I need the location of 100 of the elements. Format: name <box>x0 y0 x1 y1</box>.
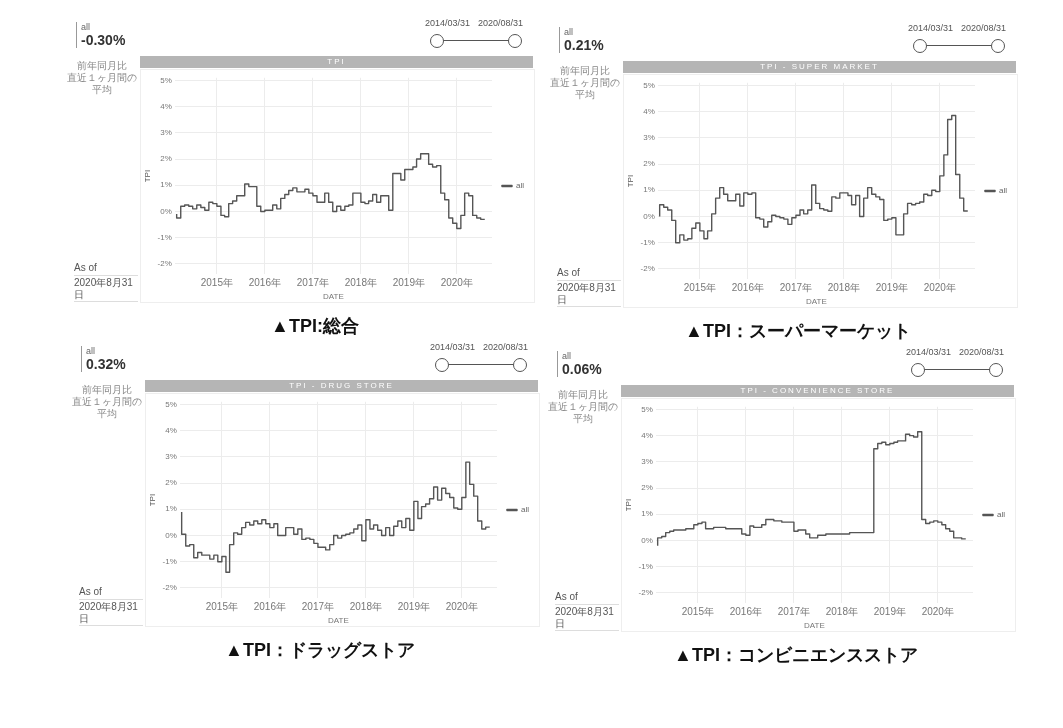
text: 直近１ヶ月間の平均 <box>66 72 138 96</box>
text: 2020/08/31 <box>478 18 524 28</box>
x-tick-label: 2016年 <box>253 601 286 613</box>
text: 2020/08/31 <box>483 342 529 352</box>
x-tick-label: 2016年 <box>729 606 762 618</box>
x-tick-label: 2016年 <box>248 277 281 289</box>
x-tick-label: 2015年 <box>683 282 716 294</box>
y-tick-label: 5% <box>165 399 177 409</box>
y-tick-label: 5% <box>643 80 655 90</box>
legend-label: all <box>516 181 525 191</box>
y-tick-label: 5% <box>160 75 172 85</box>
text: As of <box>79 586 103 597</box>
y-tick-label: 2% <box>641 483 653 493</box>
chart-title: TPI - DRUG STORE <box>145 380 538 392</box>
x-tick-label: 2016年 <box>731 282 764 294</box>
y-tick-label: 2% <box>643 159 655 169</box>
legend-label: all <box>999 186 1008 196</box>
text: 前年同月比 <box>559 65 611 77</box>
chart-title: TPI - SUPER MARKET <box>623 61 1016 73</box>
text: 前年同月比 <box>81 384 133 396</box>
x-tick-label: 2015年 <box>205 601 238 613</box>
x-tick-label: 2019年 <box>873 606 906 618</box>
y-tick-label: 0% <box>165 530 177 540</box>
x-axis-title: DATE <box>806 297 827 307</box>
y-tick-label: 3% <box>160 128 172 138</box>
x-tick-label: 2020年 <box>923 282 956 294</box>
text: 前年同月比 <box>557 389 609 401</box>
y-tick-label: -1% <box>157 232 172 242</box>
x-axis-title: DATE <box>323 292 344 302</box>
x-tick-label: 2018年 <box>827 282 860 294</box>
x-tick-label: 2018年 <box>349 601 382 613</box>
text: As of <box>555 591 579 602</box>
chart-title: TPI - CONVENIENCE STORE <box>621 385 1014 397</box>
y-tick-label: 1% <box>643 185 655 195</box>
y-tick-label: 5% <box>641 404 653 414</box>
x-tick-label: 2018年 <box>825 606 858 618</box>
x-tick-label: 2019年 <box>392 277 425 289</box>
text: 直近１ヶ月間の平均 <box>71 396 143 420</box>
x-axis-title: DATE <box>804 621 825 631</box>
x-tick-label: 2018年 <box>344 277 377 289</box>
text: all <box>562 351 572 361</box>
text: 2020/08/31 <box>959 347 1005 357</box>
y-axis-title: TPI <box>624 498 633 512</box>
y-tick-label: -1% <box>638 561 653 571</box>
text: As of <box>74 262 98 273</box>
x-tick-label: 2020年 <box>440 277 473 289</box>
x-tick-label: 2015年 <box>200 277 233 289</box>
x-tick-label: 2017年 <box>301 601 335 613</box>
chart-title: TPI <box>140 56 533 68</box>
y-tick-label: 3% <box>641 457 653 467</box>
y-tick-label: 2% <box>160 154 172 164</box>
x-tick-label: 2017年 <box>777 606 811 618</box>
y-tick-label: 0% <box>641 535 653 545</box>
x-tick-label: 2019年 <box>875 282 908 294</box>
text: ▲TPI：ドラッグストア <box>224 639 416 662</box>
y-tick-label: 2% <box>165 478 177 488</box>
y-tick-label: 4% <box>641 430 653 440</box>
y-tick-label: -2% <box>157 259 172 269</box>
text: 直近１ヶ月間の平均 <box>549 77 621 101</box>
x-tick-label: 2020年 <box>921 606 954 618</box>
y-tick-label: 1% <box>160 180 172 190</box>
y-tick-label: -2% <box>638 588 653 598</box>
y-tick-label: 0% <box>643 211 655 221</box>
x-tick-label: 2017年 <box>296 277 330 289</box>
text: all <box>86 346 96 356</box>
y-tick-label: 1% <box>641 509 653 519</box>
text: 0.21% <box>564 37 604 53</box>
y-tick-label: -1% <box>162 556 177 566</box>
x-tick-label: 2019年 <box>397 601 430 613</box>
y-tick-label: -1% <box>640 237 655 247</box>
legend-label: all <box>521 505 530 515</box>
text: -0.30% <box>81 32 126 48</box>
y-tick-label: 1% <box>165 504 177 514</box>
text: As of <box>557 267 581 278</box>
y-tick-label: -2% <box>640 264 655 274</box>
y-tick-label: -2% <box>162 583 177 593</box>
y-tick-label: 4% <box>165 425 177 435</box>
text: 0.32% <box>86 356 126 372</box>
y-tick-label: 3% <box>643 133 655 143</box>
x-tick-label: 2017年 <box>779 282 813 294</box>
x-tick-label: 2020年 <box>445 601 478 613</box>
text: 2020年8月31日 <box>555 604 619 631</box>
y-tick-label: 0% <box>160 206 172 216</box>
text: 2014/03/31 <box>430 342 476 352</box>
y-tick-label: 4% <box>160 101 172 111</box>
text: 2020年8月31日 <box>557 280 621 307</box>
text: 2014/03/31 <box>908 23 954 33</box>
text: 2014/03/31 <box>906 347 952 357</box>
y-axis-title: TPI <box>148 493 157 507</box>
y-axis-title: TPI <box>143 169 152 183</box>
text: 2020年8月31日 <box>79 599 143 626</box>
legend-label: all <box>997 510 1006 520</box>
y-tick-label: 3% <box>165 452 177 462</box>
text: all <box>81 22 91 32</box>
x-axis-title: DATE <box>328 616 349 626</box>
y-tick-label: 4% <box>643 106 655 116</box>
text: 直近１ヶ月間の平均 <box>547 401 619 425</box>
y-axis-title: TPI <box>626 174 635 188</box>
text: 前年同月比 <box>76 60 128 72</box>
x-tick-label: 2015年 <box>681 606 714 618</box>
